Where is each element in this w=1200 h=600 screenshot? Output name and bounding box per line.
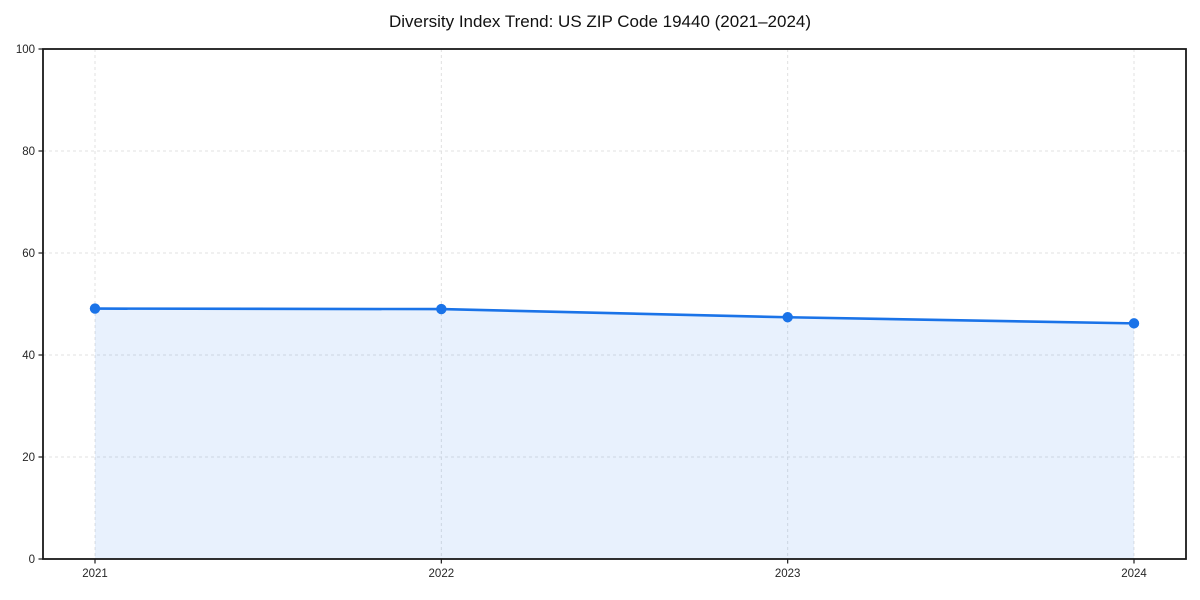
- data-point-2022: [436, 303, 447, 315]
- x-tick-label: 2022: [429, 568, 455, 580]
- y-tick-label: 0: [29, 554, 35, 566]
- y-tick-label: 100: [16, 44, 35, 56]
- data-point-2021: [89, 303, 101, 314]
- data-point-2023: [782, 312, 793, 323]
- y-tick-label: 60: [22, 248, 35, 260]
- trend-line: [93, 307, 1136, 325]
- data-point-2024: [1128, 318, 1140, 329]
- chart-title: Diversity Index Trend: US ZIP Code 19440…: [388, 12, 812, 31]
- y-tick-label: 40: [22, 350, 35, 362]
- area-fill: [95, 308, 1134, 559]
- x-tick-label: 2024: [1121, 568, 1147, 580]
- plot-border: [42, 48, 1187, 560]
- x-tick-label: 2021: [82, 568, 108, 580]
- x-tick-label: 2023: [775, 568, 801, 580]
- y-tick-label: 20: [22, 452, 35, 464]
- y-tick-label: 80: [22, 146, 35, 158]
